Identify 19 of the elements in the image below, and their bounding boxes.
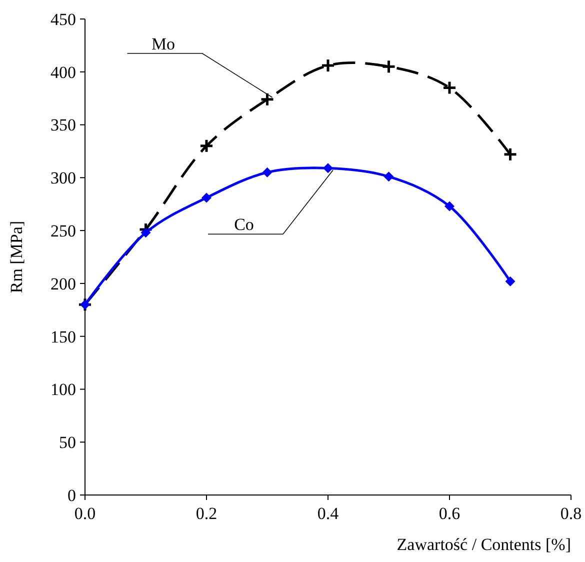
x-tick-label: 0.8 — [560, 504, 582, 523]
x-tick-label: 0.6 — [438, 504, 460, 523]
y-tick-label: 300 — [50, 168, 76, 188]
series-label: Co — [234, 215, 254, 234]
x-tick-label: 0.2 — [196, 504, 218, 523]
y-tick-label: 400 — [50, 62, 76, 82]
y-tick-label: 150 — [50, 327, 76, 346]
y-axis-title: Rm [MPa] — [7, 220, 26, 294]
y-tick-label: 100 — [50, 380, 76, 400]
y-tick-label: 0 — [68, 486, 76, 505]
y-tick-label: 350 — [50, 116, 76, 135]
text: Mo — [151, 34, 176, 54]
x-tick-label: 0.4 — [317, 504, 340, 523]
x-axis-title: Zawartość / Contents [%] — [396, 535, 571, 554]
y-tick-label: 450 — [50, 10, 76, 29]
y-tick-label: 250 — [50, 222, 76, 241]
x-tick-label: 0.0 — [74, 504, 96, 523]
y-tick-label: 50 — [59, 433, 76, 452]
y-tick-label: 200 — [50, 274, 76, 294]
